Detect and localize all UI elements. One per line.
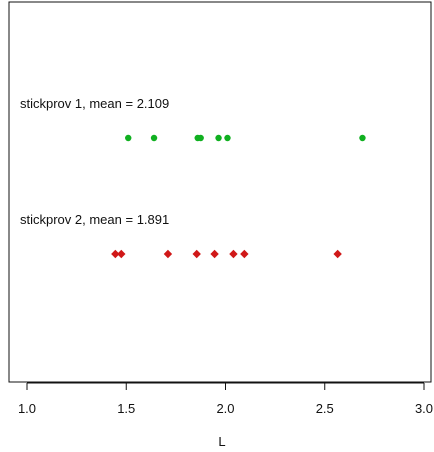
series-2-points (111, 249, 342, 259)
data-point (197, 134, 204, 142)
series-1-annotation: stickprov 1, mean = 2.109 (20, 96, 169, 111)
data-point (210, 249, 219, 259)
data-point (192, 249, 201, 259)
plot-frame (8, 1, 432, 383)
x-tick-label: 3.0 (415, 401, 433, 416)
x-tick-label: 2.5 (316, 401, 334, 416)
x-tick-label: 1.5 (117, 401, 135, 416)
data-point (125, 134, 132, 142)
series-2-annotation: stickprov 2, mean = 1.891 (20, 212, 169, 227)
data-point (150, 134, 158, 142)
series-1-points (125, 134, 366, 142)
data-point (333, 249, 342, 259)
data-point (359, 134, 366, 142)
data-point (111, 249, 120, 259)
data-point (215, 134, 222, 142)
x-tick-label: 1.0 (18, 401, 36, 416)
data-point (224, 134, 231, 142)
x-axis-ticks: 1.0 1.5 2.0 2.5 3.0 (18, 383, 433, 416)
data-point (117, 249, 126, 259)
data-point (229, 249, 238, 259)
x-axis-label: L (218, 434, 225, 449)
x-tick-label: 2.0 (216, 401, 234, 416)
data-point (240, 249, 249, 259)
data-point (163, 249, 173, 259)
